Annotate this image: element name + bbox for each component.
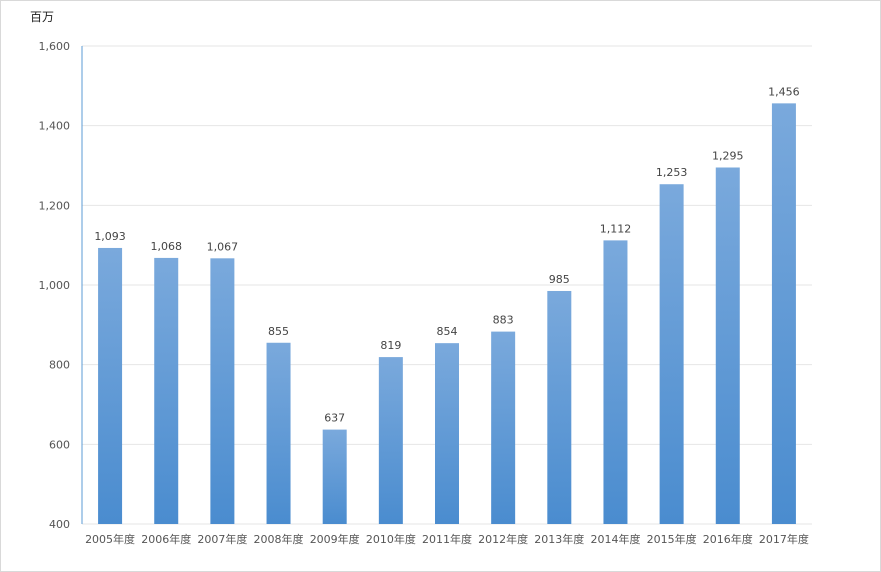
bar xyxy=(715,167,740,524)
x-category-label: 2006年度 xyxy=(141,532,191,546)
data-label: 1,295 xyxy=(712,149,744,162)
bar xyxy=(98,247,123,524)
data-label: 1,456 xyxy=(768,85,800,98)
y-tick-label: 1,400 xyxy=(39,120,71,133)
x-category-label: 2012年度 xyxy=(478,532,528,546)
bar xyxy=(603,240,628,525)
data-label: 1,067 xyxy=(207,240,239,253)
bar xyxy=(322,429,347,524)
y-tick-label: 400 xyxy=(49,518,70,531)
y-unit-label: 百万 xyxy=(30,10,55,24)
data-label: 883 xyxy=(493,314,514,327)
data-label: 1,253 xyxy=(656,166,688,179)
data-labels: 1,093 1,068 1,067 855 637 819 854 883 985 1,112 1,… xyxy=(94,85,799,424)
bars xyxy=(98,103,796,525)
bar xyxy=(771,103,796,525)
data-label: 637 xyxy=(324,412,345,425)
y-tick-label: 600 xyxy=(49,438,70,451)
bar xyxy=(266,342,291,524)
data-label: 819 xyxy=(380,339,401,352)
x-category-label: 2010年度 xyxy=(366,532,416,546)
x-category-label: 2009年度 xyxy=(310,532,360,546)
bar xyxy=(210,258,235,524)
data-label: 985 xyxy=(549,273,570,286)
data-label: 854 xyxy=(437,325,458,338)
bar xyxy=(435,343,459,524)
x-axis-categories: 2005年度 2006年度 2007年度 2008年度 2009年度 2010年度 2011… xyxy=(85,532,809,546)
x-category-label: 2013年度 xyxy=(534,532,584,546)
x-category-label: 2008年度 xyxy=(254,532,304,546)
bar xyxy=(659,184,684,524)
x-category-label: 2005年度 xyxy=(85,532,135,546)
y-tick-label: 1,000 xyxy=(39,279,71,292)
bar xyxy=(154,257,179,524)
y-axis-ticks: 400 600 800 1,000 1,200 1,400 1,600 xyxy=(39,40,71,531)
x-category-label: 2011年度 xyxy=(422,532,472,546)
x-category-label: 2017年度 xyxy=(759,532,809,546)
x-category-label: 2014年度 xyxy=(590,532,640,546)
data-label: 1,112 xyxy=(600,222,632,235)
y-tick-label: 800 xyxy=(49,359,70,372)
data-label: 1,068 xyxy=(150,240,182,253)
bar xyxy=(378,357,403,524)
bar xyxy=(547,290,572,524)
y-tick-label: 1,200 xyxy=(39,199,71,212)
data-label: 855 xyxy=(268,325,289,338)
x-category-label: 2016年度 xyxy=(703,532,753,546)
x-category-label: 2015年度 xyxy=(647,532,697,546)
bar xyxy=(491,331,516,524)
y-tick-label: 1,600 xyxy=(39,40,71,53)
x-category-label: 2007年度 xyxy=(197,532,247,546)
data-label: 1,093 xyxy=(94,230,126,243)
